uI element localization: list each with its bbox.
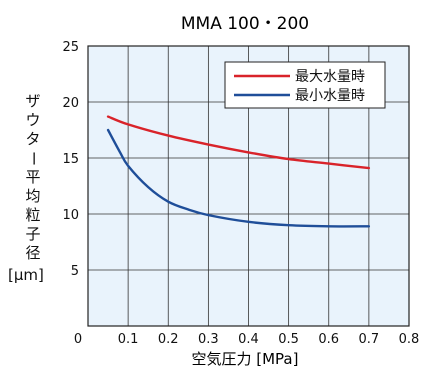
x-tick-label: 0.5 [278, 332, 299, 347]
legend-label-1: 最大水量時 [295, 69, 365, 85]
x-tick-label: 0.1 [118, 332, 139, 347]
x-tick-label: 0.4 [238, 332, 259, 347]
x-tick-label: 0.6 [318, 332, 339, 347]
y-axis-label-char: 粒 [25, 206, 41, 224]
series-lines [106, 115, 371, 228]
x-tick-labels: 0 0.1 0.2 0.3 0.4 0.5 0.6 0.7 0.8 [74, 332, 419, 347]
y-axis-label-char: ー [24, 150, 43, 166]
y-axis-label-char: タ [25, 130, 41, 148]
y-axis-label-char: 径 [25, 244, 41, 262]
y-tick-label: 15 [62, 152, 79, 167]
legend-label-2: 最小水量時 [295, 88, 365, 104]
x-tick-label: 0.8 [399, 332, 420, 347]
y-tick-label: 10 [62, 208, 79, 223]
x-tick-label: 0.7 [359, 332, 380, 347]
plot-frame [87, 45, 410, 327]
y-tick-label: 5 [71, 264, 79, 279]
y-axis-label-char: 平 [25, 168, 41, 186]
y-axis-label-char: ウ [25, 111, 41, 129]
y-axis-label-char: 子 [25, 225, 41, 243]
y-tick-label: 25 [62, 40, 79, 55]
y-axis-label: ザウター平均粒子径 [22, 92, 44, 263]
series-line-1 [106, 115, 371, 170]
y-axis-label-char: 均 [25, 187, 41, 205]
series-line-2 [106, 128, 371, 228]
chart-title: MMA 100・200 [181, 14, 309, 34]
y-axis-label-char: ザ [25, 92, 41, 110]
legend-box [224, 61, 386, 109]
x-tick-label: 0 [74, 332, 82, 347]
y-tick-label: 20 [62, 96, 79, 111]
x-tick-label: 0.2 [158, 332, 179, 347]
x-tick-label: 0.3 [198, 332, 219, 347]
x-axis-label: 空気圧力 [MPa] [192, 350, 299, 368]
y-tick-labels: 5 10 15 20 25 [62, 40, 79, 279]
y-axis-unit: [μm] [8, 266, 44, 284]
